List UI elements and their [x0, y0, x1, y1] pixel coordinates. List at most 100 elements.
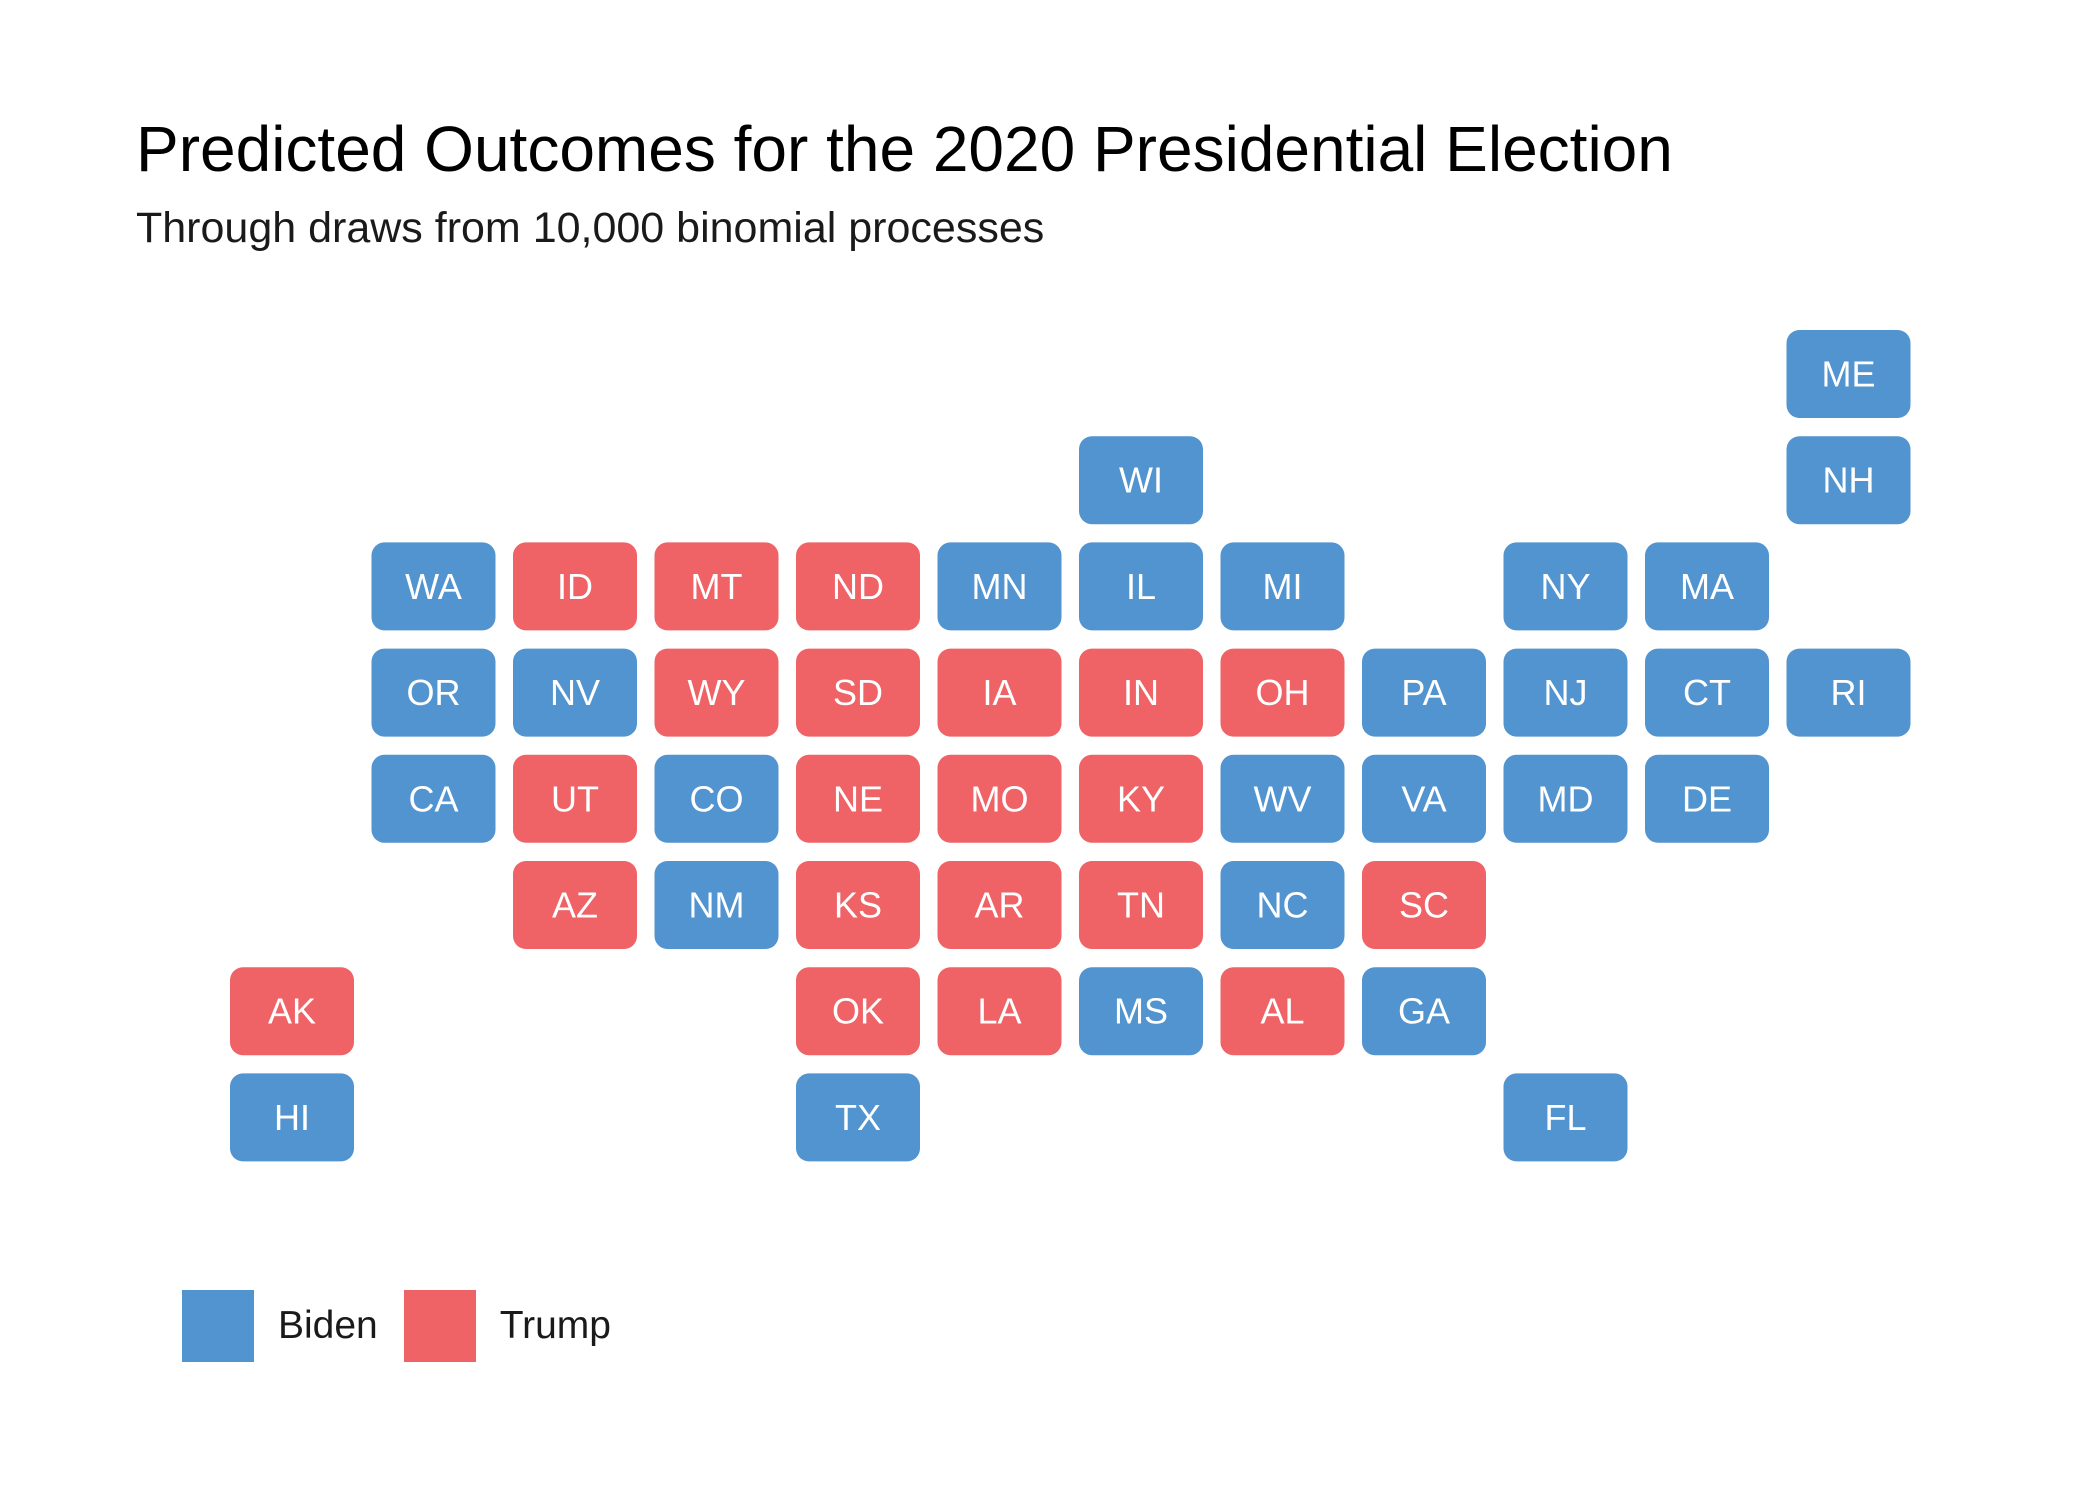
state-tile-ca: CA — [371, 754, 496, 843]
state-tile-rect-il — [1079, 542, 1203, 631]
state-label-fl: FL — [1544, 1097, 1586, 1138]
state-tile-nm: NM — [654, 861, 779, 949]
state-label-oh: OH — [1256, 672, 1310, 713]
state-tile-rect-mt — [654, 542, 779, 631]
state-tile-rect-wy — [654, 648, 779, 737]
state-tile-rect-ut — [513, 754, 637, 843]
state-tile-oh: OH — [1220, 648, 1345, 737]
state-tile-rect-ny — [1503, 542, 1628, 631]
state-tile-ne: NE — [796, 754, 920, 843]
state-tile-me: ME — [1786, 330, 1911, 418]
state-tile-rect-id — [513, 542, 637, 631]
state-tile-ms: MS — [1079, 967, 1203, 1056]
state-tile-ks: KS — [796, 861, 920, 949]
state-tile-rect-tn — [1079, 861, 1203, 949]
state-tile-rect-ma — [1645, 542, 1769, 631]
state-tile-rect-oh — [1220, 648, 1345, 737]
state-tile-ar: AR — [937, 861, 1062, 949]
state-label-il: IL — [1126, 566, 1156, 607]
state-tile-rect-nd — [796, 542, 920, 631]
state-label-sc: SC — [1399, 885, 1449, 926]
state-tile-rect-or — [371, 648, 496, 737]
state-label-sd: SD — [833, 672, 883, 713]
state-tile-rect-hi — [230, 1073, 354, 1162]
state-tile-ga: GA — [1362, 967, 1486, 1056]
state-label-ct: CT — [1683, 672, 1731, 713]
state-label-de: DE — [1682, 778, 1732, 819]
state-tile-wa: WA — [371, 542, 496, 631]
state-label-wa: WA — [405, 566, 462, 607]
state-tile-az: AZ — [513, 861, 637, 949]
state-tile-nc: NC — [1220, 861, 1345, 949]
state-label-ar: AR — [974, 885, 1024, 926]
legend-label-biden: Biden — [278, 1304, 378, 1347]
state-tile-mo: MO — [937, 754, 1062, 843]
state-tile-ut: UT — [513, 754, 637, 843]
state-label-va: VA — [1401, 778, 1446, 819]
state-tile-rect-mn — [937, 542, 1062, 631]
state-tile-rect-mi — [1220, 542, 1345, 631]
state-tile-ky: KY — [1079, 754, 1203, 843]
state-tile-wy: WY — [654, 648, 779, 737]
state-tile-co: CO — [654, 754, 779, 843]
state-tile-rect-az — [513, 861, 637, 949]
chart-subtitle: Through draws from 10,000 binomial proce… — [136, 204, 1045, 252]
state-label-la: LA — [977, 991, 1021, 1032]
state-tile-al: AL — [1220, 967, 1345, 1056]
state-label-ny: NY — [1540, 566, 1590, 607]
state-label-az: AZ — [552, 885, 598, 926]
state-tile-rect-me — [1786, 330, 1911, 418]
state-tile-rect-la — [937, 967, 1062, 1056]
state-label-mn: MN — [972, 566, 1028, 607]
state-tile-rect-fl — [1503, 1073, 1628, 1162]
state-tile-rect-wi — [1079, 436, 1203, 525]
state-label-ky: KY — [1117, 778, 1165, 819]
state-tile-rect-in — [1079, 648, 1203, 737]
state-tile-rect-md — [1503, 754, 1628, 843]
state-tile-nv: NV — [513, 648, 637, 737]
chart-title: Predicted Outcomes for the 2020 Presiden… — [136, 113, 1673, 185]
state-label-ak: AK — [268, 991, 316, 1032]
state-tile-ri: RI — [1786, 648, 1911, 737]
state-label-pa: PA — [1401, 672, 1446, 713]
state-label-tx: TX — [835, 1097, 881, 1138]
state-tile-rect-ga — [1362, 967, 1486, 1056]
state-tile-or: OR — [371, 648, 496, 737]
state-tile-rect-pa — [1362, 648, 1486, 737]
state-label-or: OR — [407, 672, 461, 713]
state-tile-wv: WV — [1220, 754, 1345, 843]
state-label-ut: UT — [551, 778, 599, 819]
state-tile-ct: CT — [1645, 648, 1769, 737]
state-label-nm: NM — [689, 885, 745, 926]
state-tile-wi: WI — [1079, 436, 1203, 525]
state-tile-rect-tx — [796, 1073, 920, 1162]
state-label-nj: NJ — [1544, 672, 1588, 713]
state-label-me: ME — [1822, 354, 1876, 395]
state-tile-mt: MT — [654, 542, 779, 631]
state-label-hi: HI — [274, 1097, 310, 1138]
state-tile-rect-ne — [796, 754, 920, 843]
legend-item-biden: Biden — [182, 1290, 378, 1362]
state-tile-sc: SC — [1362, 861, 1486, 949]
state-tile-nh: NH — [1786, 436, 1911, 525]
legend-swatch-trump — [403, 1290, 476, 1362]
state-tile-la: LA — [937, 967, 1062, 1056]
state-label-ok: OK — [832, 991, 884, 1032]
state-tile-rect-ak — [230, 967, 354, 1056]
state-tile-rect-mo — [937, 754, 1062, 843]
state-label-wv: WV — [1254, 778, 1312, 819]
state-label-ia: IA — [982, 672, 1016, 713]
state-tile-nd: ND — [796, 542, 920, 631]
state-label-wy: WY — [688, 672, 746, 713]
state-tile-va: VA — [1362, 754, 1486, 843]
state-tile-nj: NJ — [1503, 648, 1628, 737]
state-tile-rect-sc — [1362, 861, 1486, 949]
legend: Biden Trump — [182, 1290, 637, 1362]
state-tile-rect-nj — [1503, 648, 1628, 737]
state-label-mi: MI — [1263, 566, 1303, 607]
state-tile-rect-ia — [937, 648, 1062, 737]
state-tile-rect-ky — [1079, 754, 1203, 843]
state-tile-ok: OK — [796, 967, 920, 1056]
state-label-nc: NC — [1257, 885, 1309, 926]
state-tile-tx: TX — [796, 1073, 920, 1162]
